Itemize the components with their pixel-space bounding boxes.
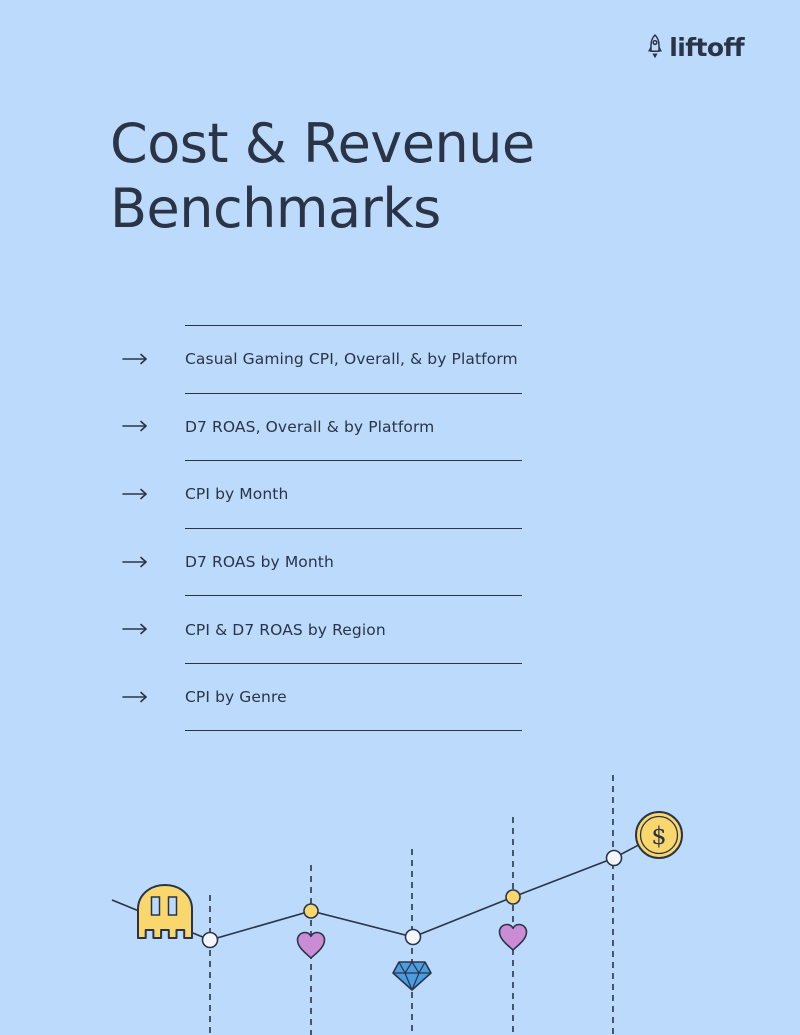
heart-icon <box>498 923 528 951</box>
data-point-dot <box>605 849 623 867</box>
arrow-right-icon <box>122 595 185 663</box>
arrow-right-icon <box>122 663 185 731</box>
gem-icon <box>392 960 432 991</box>
arrow-right-icon <box>122 528 185 596</box>
toc-item-label: CPI by Genre <box>185 662 522 731</box>
toc-item-label: D7 ROAS, Overall & by Platform <box>185 392 522 461</box>
heart-icon <box>296 931 326 959</box>
data-point-dot <box>404 928 422 946</box>
trend-illustration: $ <box>111 775 683 1035</box>
rocket-icon <box>648 34 663 59</box>
coin-icon: $ <box>635 811 683 859</box>
toc-item-label: CPI by Month <box>185 460 522 528</box>
ghost-icon <box>137 884 193 939</box>
data-point-dot <box>303 903 319 919</box>
data-point-dot <box>201 931 219 949</box>
arrow-right-icon <box>122 325 185 393</box>
toc-item-label: Casual Gaming CPI, Overall, & by Platfor… <box>185 325 522 393</box>
toc-item-cpi-by-month[interactable]: CPI by Month <box>122 460 522 528</box>
dollar-symbol: $ <box>651 822 666 850</box>
arrow-right-icon <box>122 460 185 528</box>
arrow-right-icon <box>122 393 185 461</box>
toc-item-d7-roas[interactable]: D7 ROAS, Overall & by Platform <box>122 392 522 461</box>
table-of-contents: Casual Gaming CPI, Overall, & by Platfor… <box>122 325 522 731</box>
toc-item-cpi-by-genre[interactable]: CPI by Genre <box>122 662 522 731</box>
toc-item-cpi-roas-by-region[interactable]: CPI & D7 ROAS by Region <box>122 595 522 663</box>
page-title: Cost & Revenue Benchmarks <box>110 112 535 240</box>
brand-name: liftoff <box>669 33 744 62</box>
data-point-dot <box>505 889 521 905</box>
toc-item-d7-roas-by-month[interactable]: D7 ROAS by Month <box>122 527 522 596</box>
toc-item-label: D7 ROAS by Month <box>185 527 522 596</box>
toc-item-casual-gaming-cpi[interactable]: Casual Gaming CPI, Overall, & by Platfor… <box>122 325 522 393</box>
toc-item-label: CPI & D7 ROAS by Region <box>185 595 522 663</box>
liftoff-logo: liftoff <box>645 33 745 62</box>
